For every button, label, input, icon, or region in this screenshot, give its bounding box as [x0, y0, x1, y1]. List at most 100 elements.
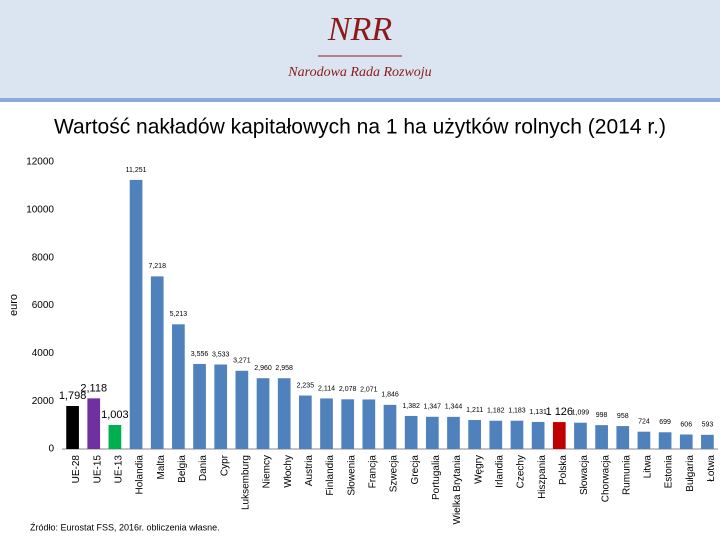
y-tick-label: 2000	[32, 396, 55, 407]
y-tick-label: 8000	[32, 252, 55, 263]
x-tick-label: UE-15	[92, 455, 103, 484]
value-label: 593	[702, 422, 714, 429]
y-tick-label: 0	[48, 444, 54, 455]
value-label: 3,271	[233, 358, 251, 365]
value-label: 2,118	[80, 382, 107, 394]
logo: NRR	[327, 11, 392, 48]
bar	[489, 420, 503, 449]
x-tick-label: Holandia	[135, 455, 146, 495]
value-label: 1,344	[445, 404, 463, 411]
x-tick-label: Chorwacja	[600, 455, 611, 503]
x-tick-label: Luksemburg	[241, 455, 252, 510]
x-tick-label: UE-13	[114, 455, 125, 484]
y-tick-label: 4000	[32, 348, 55, 359]
bar	[531, 421, 545, 449]
x-tick-label: Niemcy	[262, 455, 273, 488]
value-label: 998	[596, 412, 608, 419]
value-label: 724	[638, 419, 650, 426]
x-tick-label: Hiszpania	[537, 455, 548, 499]
value-label: 11,251	[126, 167, 147, 174]
x-tick-label: Portugalia	[431, 455, 442, 500]
bar	[320, 398, 333, 449]
value-label: 2,071	[360, 386, 378, 393]
y-axis-label: euro	[8, 294, 20, 316]
x-tick-label: Czechy	[516, 455, 527, 488]
y-tick-label: 6000	[32, 300, 55, 311]
x-tick-label: Estonia	[664, 455, 675, 489]
org-name: Narodowa Rada Rozwoju	[287, 65, 431, 80]
bar	[129, 179, 143, 450]
bar	[679, 434, 693, 449]
bar	[447, 416, 460, 449]
bar	[87, 398, 101, 449]
bar	[510, 420, 524, 449]
bar	[574, 422, 587, 449]
bar	[150, 276, 164, 449]
x-tick-label: Polska	[558, 455, 569, 485]
value-label: 2,960	[254, 365, 272, 372]
bar	[383, 404, 397, 449]
value-label: 1,382	[402, 403, 420, 410]
bar	[341, 399, 355, 449]
header-rule	[0, 98, 720, 102]
bar	[193, 363, 206, 449]
chart-title: Wartość nakładów kapitałowych na 1 ha uż…	[54, 116, 666, 139]
bar	[701, 434, 714, 449]
value-label: 699	[659, 419, 671, 426]
x-tick-label: UE-28	[71, 455, 82, 484]
bar	[299, 395, 312, 449]
x-tick-label: Francja	[367, 455, 378, 489]
x-tick-label: Dania	[198, 455, 209, 482]
y-tick-label: 10000	[26, 204, 54, 215]
x-tick-label: Malta	[156, 455, 167, 480]
bar	[66, 405, 79, 449]
bar	[256, 378, 270, 449]
value-label: 1,798	[59, 390, 87, 402]
value-label: 958	[617, 413, 629, 420]
value-label: 1,003	[101, 409, 129, 421]
x-tick-label: Finlandia	[325, 455, 336, 496]
x-tick-label: Bułgaria	[685, 455, 696, 492]
value-label: 1,182	[487, 408, 505, 415]
x-tick-label: Belgia	[177, 455, 188, 483]
bar	[637, 431, 651, 449]
bar	[425, 416, 439, 449]
x-tick-label: Słowacja	[579, 455, 590, 495]
value-label: 5,213	[170, 311, 188, 318]
y-tick-label: 12000	[26, 157, 54, 168]
x-tick-label: Austria	[304, 455, 315, 487]
source: Źródło: Eurostat FSS, 2016r. obliczenia …	[30, 522, 220, 532]
bar	[552, 422, 566, 449]
bar	[172, 324, 185, 449]
x-tick-label: Cypr	[219, 454, 230, 476]
value-label: 1,131	[529, 409, 547, 416]
value-label: 1,099	[572, 410, 590, 417]
value-label: 2,958	[275, 365, 293, 372]
bar	[404, 415, 418, 449]
value-label: 3,556	[191, 351, 209, 358]
bar	[362, 399, 376, 449]
x-tick-label: Grecja	[410, 455, 421, 485]
value-label: 1,347	[424, 404, 442, 411]
value-label: 1 126	[546, 406, 574, 418]
x-tick-label: Rumunia	[621, 455, 632, 495]
header-band	[0, 0, 720, 100]
value-label: 1,211	[466, 407, 483, 414]
bar	[235, 370, 249, 449]
bar	[595, 425, 608, 449]
value-label: 7,218	[148, 263, 166, 270]
x-tick-label: Węgry	[473, 455, 484, 484]
bar	[214, 364, 228, 449]
value-label: 2,235	[297, 382, 315, 389]
bar	[108, 425, 122, 449]
x-tick-label: Wielka Brytania	[452, 455, 463, 525]
value-label: 1,846	[381, 392, 399, 399]
x-tick-label: Irlandia	[494, 455, 505, 488]
x-tick-label: Litwa	[643, 455, 654, 479]
bar	[658, 432, 672, 449]
x-tick-label: Szwecja	[389, 455, 400, 493]
bar	[616, 426, 630, 449]
bar	[468, 420, 481, 449]
value-label: 3,533	[212, 351, 230, 358]
